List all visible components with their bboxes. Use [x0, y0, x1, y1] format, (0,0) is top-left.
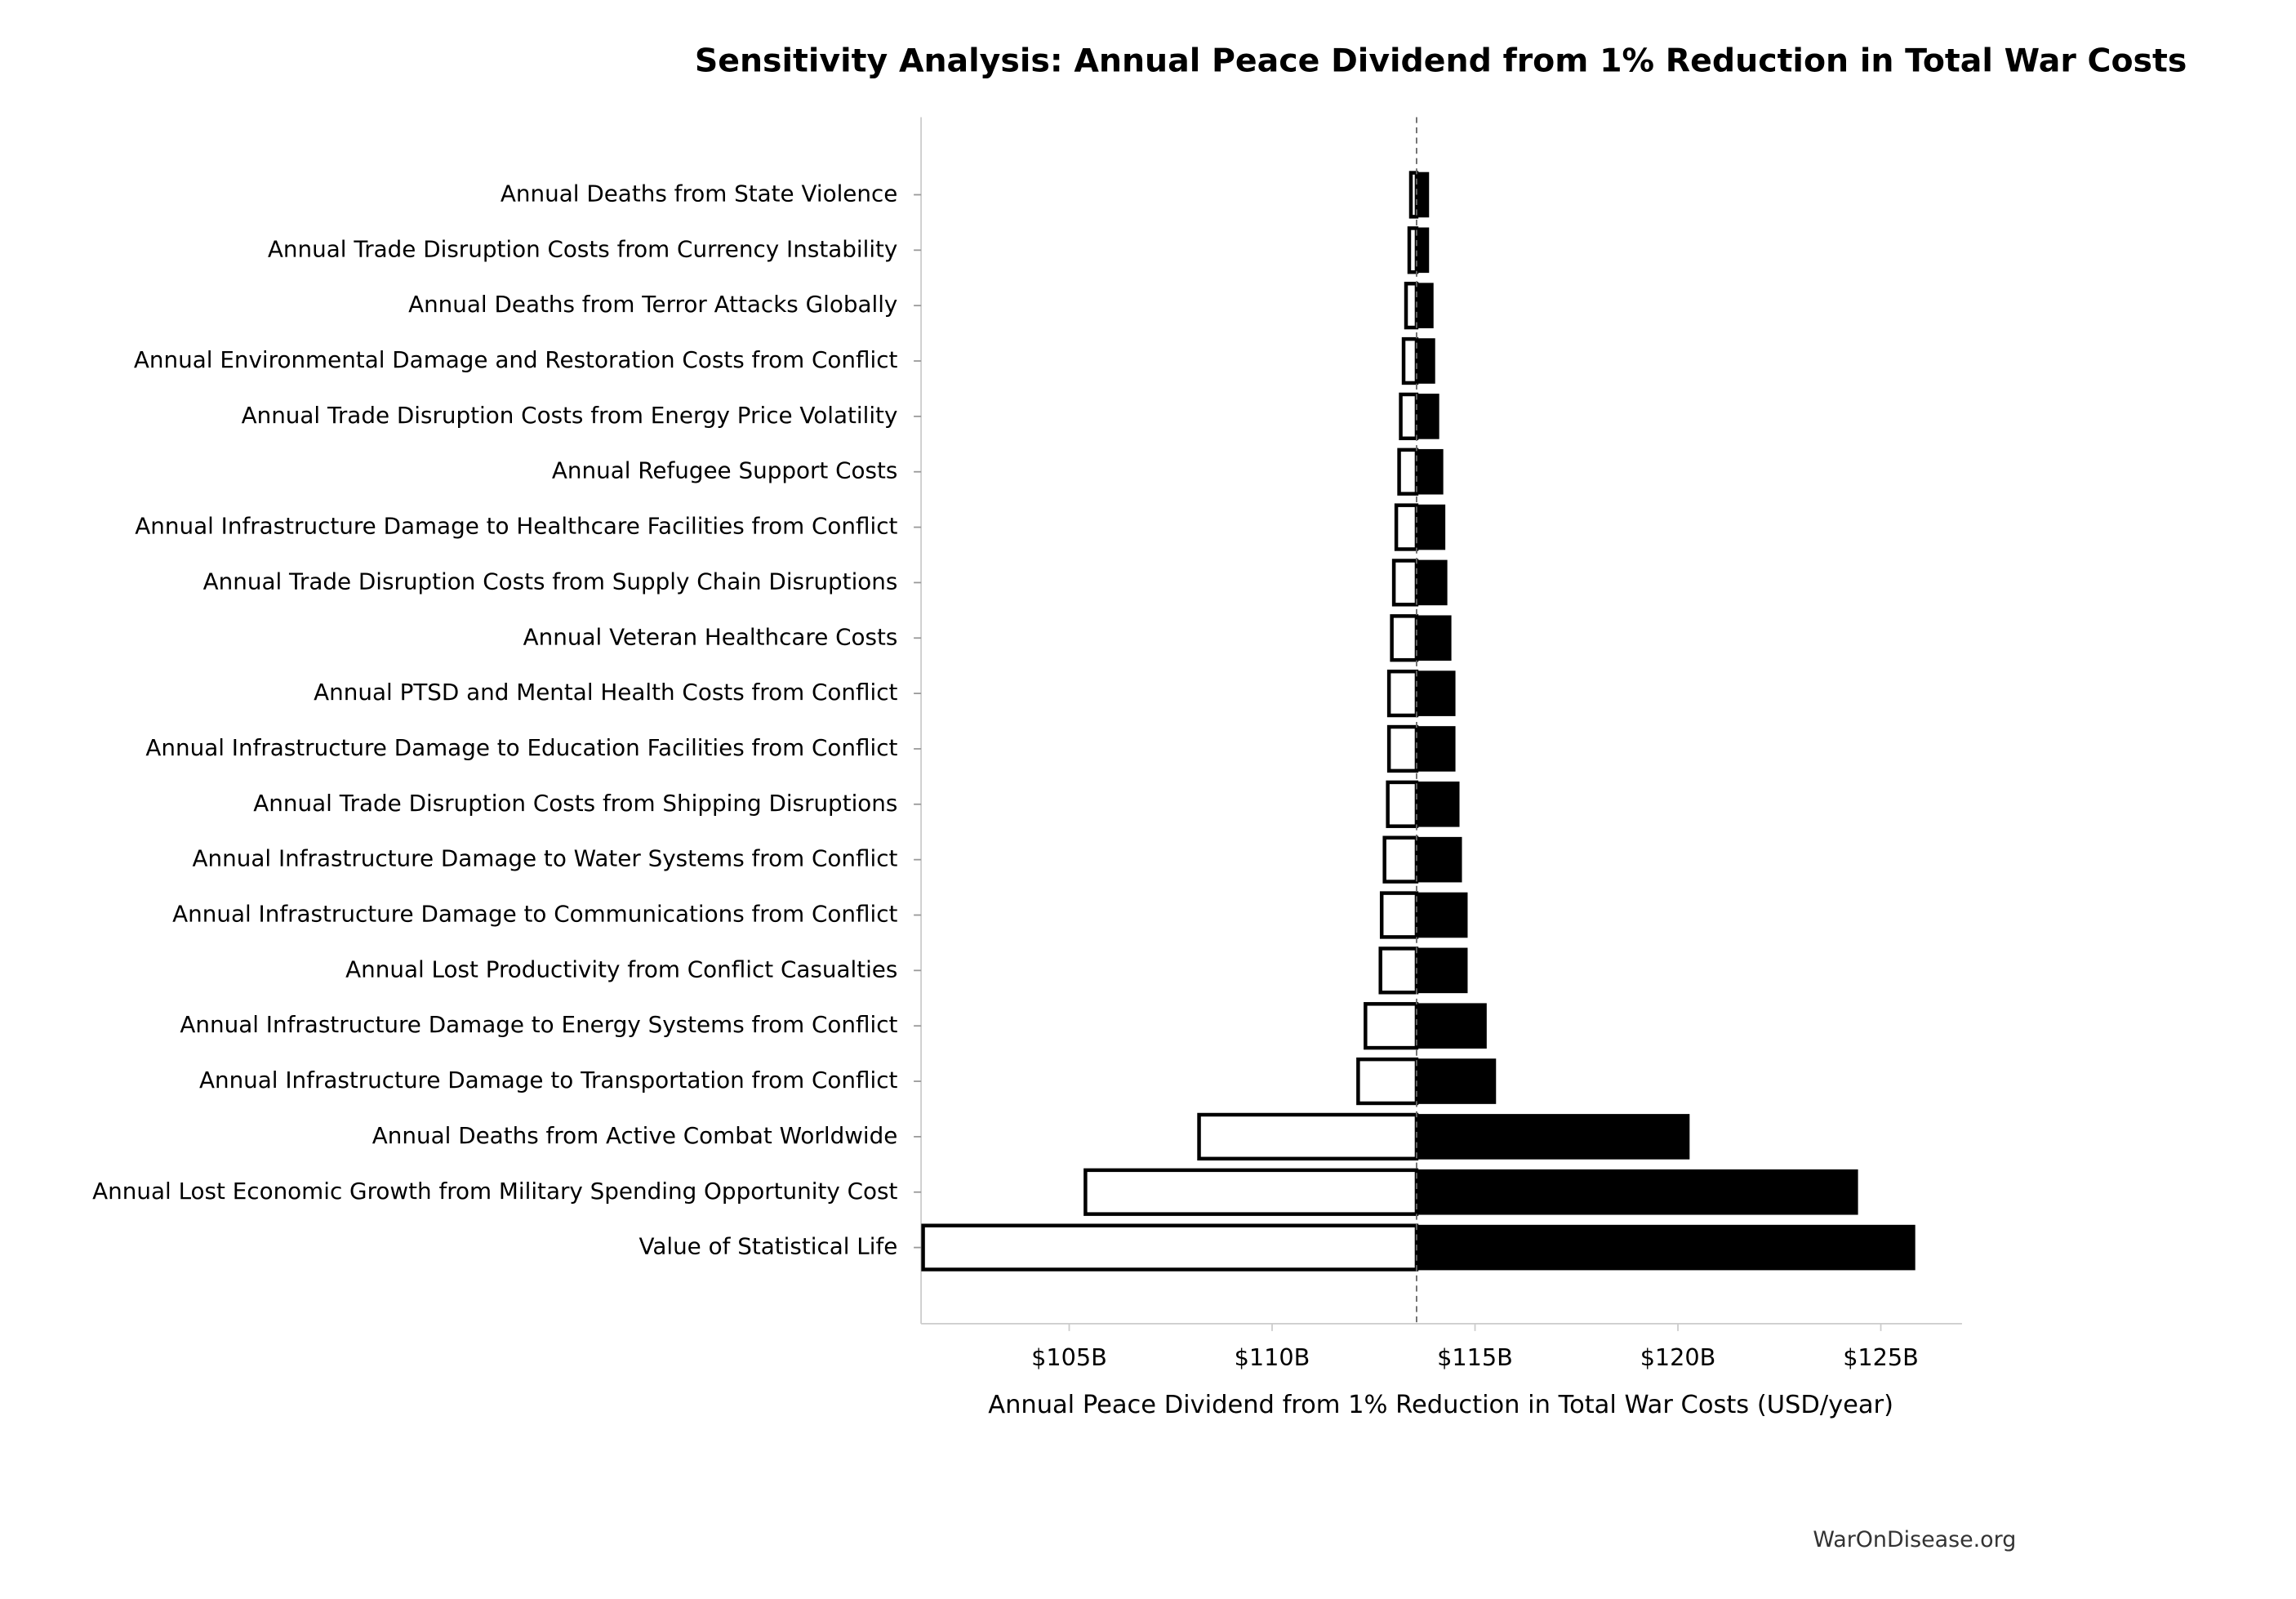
y-tick-label: Annual Infrastructure Damage to Energy S…: [180, 1011, 897, 1038]
low-bar: [1399, 392, 1419, 441]
y-tick-label: Annual Infrastructure Damage to Communic…: [172, 901, 897, 928]
low-bar: [1356, 1057, 1419, 1106]
low-bar: [1386, 669, 1419, 718]
low-bar: [1401, 336, 1419, 385]
low-bar: [1397, 448, 1419, 496]
high-bar: [1416, 394, 1439, 439]
x-tick-label: $120B: [1640, 1343, 1716, 1371]
high-bar: [1416, 338, 1435, 384]
y-tick-label: Annual Refugee Support Costs: [552, 457, 897, 484]
y-tick-label: Annual Trade Disruption Costs from Curre…: [268, 235, 897, 262]
chart-title: Sensitivity Analysis: Annual Peace Divid…: [695, 42, 2187, 80]
x-tick-label: $105B: [1031, 1343, 1107, 1371]
low-bar: [1394, 503, 1419, 551]
x-axis-label: Annual Peace Dividend from 1% Reduction …: [988, 1391, 1893, 1419]
high-bar: [1416, 283, 1434, 328]
y-tick-label: Annual Deaths from Active Combat Worldwi…: [372, 1122, 898, 1149]
high-bar: [1416, 782, 1460, 827]
y-tick-label: Annual Veteran Healthcare Costs: [523, 623, 898, 650]
y-tick-label: Annual Deaths from Terror Attacks Global…: [408, 291, 897, 318]
y-tick-label: Value of Statistical Life: [639, 1233, 897, 1260]
high-bar: [1416, 836, 1462, 883]
low-bar: [1382, 835, 1419, 884]
y-tick-label: Annual Trade Disruption Costs from Shipp…: [253, 790, 897, 817]
low-bar: [921, 1223, 1419, 1272]
low-bar: [1404, 282, 1419, 330]
y-tick-label: Annual Infrastructure Damage to Water Sy…: [193, 845, 898, 872]
low-bar: [1391, 559, 1419, 607]
low-bar: [1197, 1112, 1419, 1161]
low-bar: [1407, 226, 1419, 274]
high-bar: [1416, 1058, 1497, 1104]
high-bar: [1416, 227, 1430, 274]
y-tick-label: Annual Infrastructure Damage to Educatio…: [145, 734, 897, 761]
high-bar: [1416, 1169, 1858, 1215]
high-bar: [1416, 615, 1452, 661]
low-bar: [1390, 614, 1419, 662]
low-bar: [1364, 1002, 1419, 1050]
low-bar: [1378, 946, 1419, 995]
x-tick-label: $110B: [1235, 1343, 1310, 1371]
low-bar: [1408, 171, 1419, 219]
high-bar: [1416, 448, 1444, 495]
high-bar: [1416, 504, 1446, 550]
low-bar: [1386, 780, 1419, 828]
low-bar: [1083, 1168, 1419, 1216]
high-bar: [1416, 559, 1448, 606]
high-bar: [1416, 1224, 1916, 1271]
high-bar: [1416, 670, 1456, 716]
y-tick-label: Annual PTSD and Mental Health Costs from…: [314, 679, 897, 706]
high-bar: [1416, 1003, 1487, 1049]
y-tick-label: Annual Infrastructure Damage to Transpor…: [199, 1067, 898, 1093]
high-bar: [1416, 947, 1468, 994]
x-tick-label: $125B: [1843, 1343, 1919, 1371]
high-bar: [1416, 171, 1430, 218]
y-tick-label: Annual Lost Productivity from Conflict C…: [345, 955, 897, 982]
high-bar: [1416, 726, 1456, 772]
y-tick-label: Annual Lost Economic Growth from Militar…: [92, 1178, 897, 1205]
high-bar: [1416, 1114, 1690, 1160]
y-tick-label: Annual Deaths from State Violence: [501, 180, 897, 207]
high-bar: [1416, 892, 1468, 938]
y-tick-label: Annual Trade Disruption Costs from Suppl…: [203, 568, 898, 595]
y-tick-label: Annual Environmental Damage and Restorat…: [134, 346, 898, 373]
low-bar: [1379, 891, 1419, 939]
x-tick-label: $115B: [1437, 1343, 1513, 1371]
y-tick-label: Annual Infrastructure Damage to Healthca…: [135, 513, 897, 540]
y-tick-label: Annual Trade Disruption Costs from Energ…: [242, 402, 898, 429]
low-bar: [1386, 724, 1419, 773]
footer: WarOnDisease.org: [1813, 1527, 2016, 1552]
